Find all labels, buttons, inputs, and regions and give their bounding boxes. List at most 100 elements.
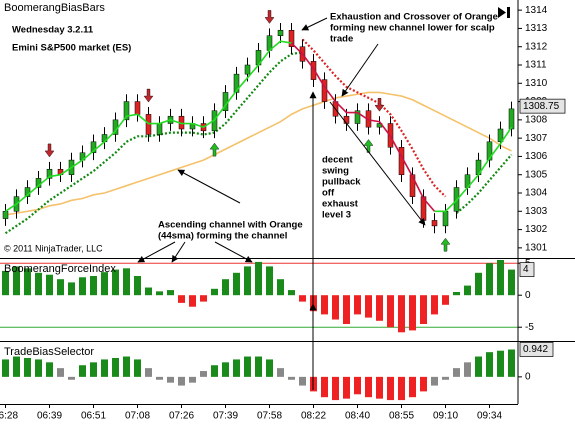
bar bbox=[299, 376, 306, 386]
indicator-line bbox=[5, 40, 513, 213]
bar bbox=[398, 376, 405, 401]
bar bbox=[255, 261, 262, 296]
x-tick-label: 08:22 bbox=[301, 411, 326, 422]
bar bbox=[134, 359, 141, 377]
bar bbox=[332, 295, 339, 320]
annotation: exhaust bbox=[322, 199, 359, 210]
bar bbox=[189, 376, 196, 383]
x-tick-label: 07:08 bbox=[125, 411, 150, 422]
annotation-arrows bbox=[137, 17, 426, 390]
y-tick-label: 1310 bbox=[525, 78, 548, 89]
bar bbox=[233, 272, 240, 296]
bar bbox=[255, 356, 262, 377]
bar bbox=[112, 357, 119, 377]
bar bbox=[90, 276, 97, 296]
bar bbox=[222, 279, 229, 296]
x-tick-label: 07:39 bbox=[213, 411, 238, 422]
candle-body bbox=[343, 115, 350, 124]
y-tick-label: 1302 bbox=[525, 224, 548, 235]
bar bbox=[453, 368, 460, 377]
bar bbox=[343, 295, 350, 324]
bar bbox=[508, 349, 515, 377]
y-tick-label: -5 bbox=[525, 322, 534, 333]
bar bbox=[2, 359, 9, 377]
bar bbox=[178, 376, 185, 386]
bar bbox=[486, 263, 493, 296]
bar bbox=[299, 295, 306, 302]
bar bbox=[79, 365, 86, 377]
bar bbox=[464, 362, 471, 377]
y-tick-label: 1301 bbox=[525, 242, 548, 253]
bar bbox=[387, 376, 394, 401]
bar bbox=[497, 260, 504, 296]
bar bbox=[24, 357, 31, 377]
bar bbox=[2, 270, 9, 296]
bar bbox=[453, 292, 460, 296]
candle-body bbox=[156, 123, 163, 135]
bar bbox=[211, 288, 218, 296]
bar bbox=[486, 352, 493, 377]
bar bbox=[112, 269, 119, 296]
bar bbox=[90, 362, 97, 377]
bar bbox=[178, 295, 185, 303]
annotation: Ascending channel with Orange bbox=[158, 220, 303, 231]
value-box-label: 0.942 bbox=[523, 344, 548, 355]
bar bbox=[123, 356, 130, 377]
bar bbox=[35, 272, 42, 296]
bar bbox=[497, 350, 504, 377]
bar bbox=[332, 376, 339, 401]
bar bbox=[354, 376, 361, 395]
bar bbox=[321, 295, 328, 315]
bar bbox=[464, 285, 471, 296]
bar bbox=[68, 282, 75, 296]
x-tick-label: 08:40 bbox=[345, 411, 370, 422]
bar bbox=[475, 356, 482, 377]
annotation: trade bbox=[330, 34, 353, 45]
bar bbox=[222, 362, 229, 377]
down-signal bbox=[44, 143, 55, 158]
bar bbox=[167, 376, 174, 383]
bar bbox=[35, 359, 42, 377]
candle-body bbox=[288, 30, 295, 47]
candle-body bbox=[486, 141, 493, 161]
candle-body bbox=[277, 30, 284, 36]
candle-body bbox=[46, 168, 53, 179]
candle-body bbox=[508, 108, 515, 130]
bar bbox=[321, 376, 328, 398]
y-tick-label: 0 bbox=[525, 290, 531, 301]
bar bbox=[244, 356, 251, 377]
candle-body bbox=[90, 141, 97, 154]
down-signal bbox=[264, 10, 275, 24]
bar bbox=[420, 295, 427, 324]
down-signal bbox=[374, 98, 385, 112]
bar bbox=[365, 295, 372, 318]
y-tick-label: 1304 bbox=[525, 188, 548, 199]
y-tick-label: 1307 bbox=[525, 133, 548, 144]
candle-body bbox=[233, 73, 240, 93]
panel-title: BoomerangForceIndex bbox=[4, 263, 116, 275]
bar bbox=[343, 376, 350, 399]
value-box bbox=[519, 262, 535, 277]
y-tick-label: 1308 bbox=[525, 114, 548, 125]
x-tick-label: 09:34 bbox=[477, 411, 502, 422]
bar bbox=[475, 272, 482, 296]
end-icon[interactable] bbox=[498, 7, 510, 18]
y-tick-label: 1305 bbox=[525, 169, 548, 180]
bar bbox=[134, 276, 141, 296]
indicator-line bbox=[4, 51, 513, 235]
bar bbox=[354, 295, 361, 315]
bar bbox=[13, 356, 20, 377]
bar bbox=[508, 269, 515, 296]
candle-body bbox=[497, 128, 504, 143]
x-tick-label: 07:26 bbox=[169, 411, 194, 422]
bar bbox=[13, 266, 20, 296]
bar bbox=[288, 376, 295, 380]
bar bbox=[24, 268, 31, 296]
indicator-line bbox=[301, 38, 447, 198]
candle-body bbox=[431, 220, 438, 227]
bar bbox=[200, 371, 207, 377]
annotation: Exhaustion and Crossover of Orange bbox=[330, 12, 498, 23]
candle-body bbox=[145, 114, 152, 135]
plot-area: 1301130213031304130513061307130813091310… bbox=[0, 5, 566, 422]
